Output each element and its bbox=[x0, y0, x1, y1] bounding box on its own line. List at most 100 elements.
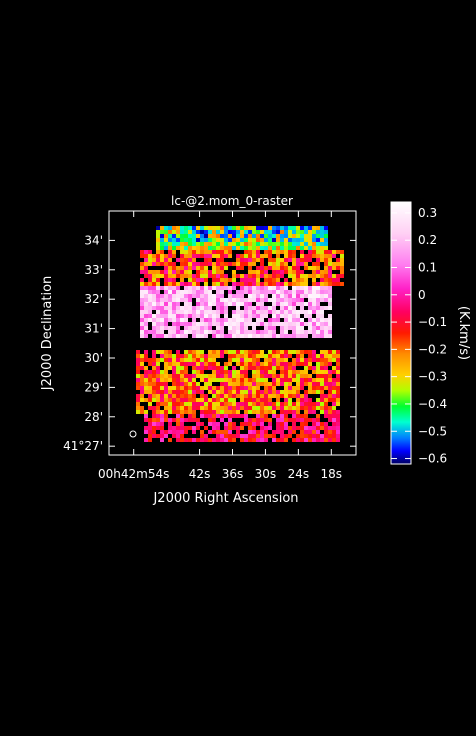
heatmap-cell bbox=[284, 354, 288, 358]
heatmap-cell bbox=[220, 366, 224, 370]
heatmap-cell bbox=[152, 298, 156, 302]
heatmap-cell bbox=[232, 350, 236, 354]
heatmap-cell bbox=[312, 370, 316, 374]
heatmap-cell bbox=[328, 358, 332, 362]
heatmap-cell bbox=[172, 278, 176, 282]
heatmap-cell bbox=[248, 278, 252, 282]
heatmap-cell bbox=[180, 266, 184, 270]
heatmap-cell bbox=[156, 406, 160, 410]
heatmap-cell bbox=[324, 354, 328, 358]
heatmap-cell bbox=[212, 370, 216, 374]
heatmap-cell bbox=[292, 226, 296, 230]
heatmap-cell bbox=[200, 302, 204, 306]
heatmap-cell bbox=[264, 270, 268, 274]
heatmap-cell bbox=[196, 334, 200, 338]
heatmap-cell bbox=[236, 350, 240, 354]
heatmap-cell bbox=[176, 334, 180, 338]
heatmap-cell bbox=[224, 318, 228, 322]
heatmap-cell bbox=[284, 230, 288, 234]
heatmap-cell bbox=[136, 358, 140, 362]
heatmap-cell bbox=[164, 430, 168, 434]
heatmap-cell bbox=[296, 266, 300, 270]
heatmap-cell bbox=[140, 326, 144, 330]
heatmap-cell bbox=[192, 242, 196, 246]
heatmap-cell bbox=[304, 394, 308, 398]
heatmap-cell bbox=[304, 286, 308, 290]
heatmap-cell bbox=[320, 422, 324, 426]
heatmap-cell bbox=[284, 350, 288, 354]
heatmap-cell bbox=[328, 286, 332, 290]
heatmap-cell bbox=[200, 390, 204, 394]
heatmap-cell bbox=[256, 402, 260, 406]
heatmap-cell bbox=[192, 274, 196, 278]
heatmap-cell bbox=[188, 254, 192, 258]
heatmap-cell bbox=[188, 414, 192, 418]
heatmap-cell bbox=[200, 378, 204, 382]
heatmap-cell bbox=[272, 234, 276, 238]
heatmap-cell bbox=[220, 370, 224, 374]
heatmap-cell bbox=[144, 350, 148, 354]
heatmap-cell bbox=[288, 298, 292, 302]
heatmap-cell bbox=[260, 286, 264, 290]
heatmap-cell bbox=[192, 366, 196, 370]
heatmap-cell bbox=[164, 402, 168, 406]
heatmap-cell bbox=[316, 314, 320, 318]
heatmap-cell bbox=[212, 426, 216, 430]
heatmap-cell bbox=[140, 278, 144, 282]
heatmap-cell bbox=[156, 326, 160, 330]
heatmap-cell bbox=[196, 406, 200, 410]
heatmap-cell bbox=[340, 266, 344, 270]
heatmap-cell bbox=[172, 362, 176, 366]
heatmap-cell bbox=[196, 314, 200, 318]
heatmap-cell bbox=[276, 398, 280, 402]
heatmap-cell bbox=[232, 386, 236, 390]
heatmap-cell bbox=[256, 378, 260, 382]
heatmap-cell bbox=[260, 414, 264, 418]
heatmap-cell bbox=[156, 374, 160, 378]
heatmap-cell bbox=[212, 430, 216, 434]
heatmap-cell bbox=[324, 382, 328, 386]
heatmap-cell bbox=[332, 378, 336, 382]
colorbar-tick-label: 0.1 bbox=[418, 261, 437, 275]
heatmap-cell bbox=[264, 374, 268, 378]
heatmap-cell bbox=[232, 282, 236, 286]
heatmap-cell bbox=[280, 402, 284, 406]
heatmap-cell bbox=[180, 358, 184, 362]
heatmap-cell bbox=[324, 306, 328, 310]
heatmap-cell bbox=[284, 418, 288, 422]
heatmap-cell bbox=[264, 226, 268, 230]
heatmap-cell bbox=[292, 366, 296, 370]
heatmap-cell bbox=[156, 278, 160, 282]
heatmap-cell bbox=[172, 250, 176, 254]
heatmap-cell bbox=[324, 358, 328, 362]
heatmap-cell bbox=[244, 234, 248, 238]
heatmap-cell bbox=[304, 230, 308, 234]
heatmap-cell bbox=[280, 250, 284, 254]
heatmap-cell bbox=[196, 386, 200, 390]
heatmap-cell bbox=[188, 238, 192, 242]
heatmap-cell bbox=[288, 410, 292, 414]
heatmap-cell bbox=[200, 350, 204, 354]
heatmap-cell bbox=[136, 382, 140, 386]
heatmap-cell bbox=[248, 274, 252, 278]
heatmap-cell bbox=[324, 322, 328, 326]
heatmap-cell bbox=[236, 238, 240, 242]
heatmap-cell bbox=[204, 254, 208, 258]
heatmap-cell bbox=[192, 294, 196, 298]
heatmap-cell bbox=[320, 298, 324, 302]
heatmap-cell bbox=[176, 330, 180, 334]
heatmap-cell bbox=[272, 390, 276, 394]
heatmap-cell bbox=[296, 310, 300, 314]
heatmap-cell bbox=[192, 266, 196, 270]
heatmap-cell bbox=[180, 334, 184, 338]
heatmap-cell bbox=[240, 370, 244, 374]
heatmap-cell bbox=[264, 354, 268, 358]
heatmap-cell bbox=[140, 366, 144, 370]
heatmap-cell bbox=[224, 234, 228, 238]
heatmap-cell bbox=[256, 274, 260, 278]
heatmap-cell bbox=[184, 246, 188, 250]
heatmap-cell bbox=[336, 386, 340, 390]
heatmap-cell bbox=[204, 322, 208, 326]
heatmap-cell bbox=[212, 314, 216, 318]
heatmap-cell bbox=[288, 434, 292, 438]
